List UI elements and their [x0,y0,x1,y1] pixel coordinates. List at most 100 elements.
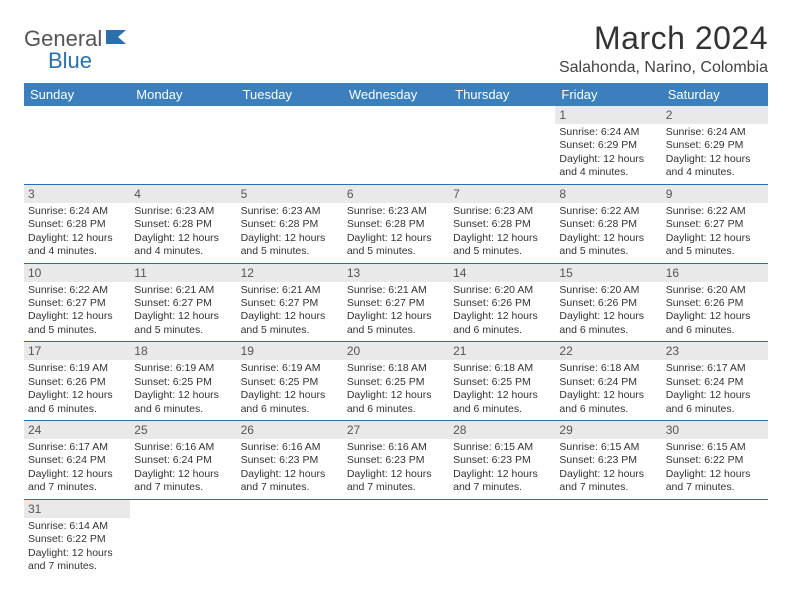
calendar-cell: 28Sunrise: 6:15 AMSunset: 6:23 PMDayligh… [449,421,555,500]
day-number: 15 [555,264,661,282]
flag-icon [104,26,130,52]
day-body: Sunrise: 6:23 AMSunset: 6:28 PMDaylight:… [130,203,236,263]
day-body: Sunrise: 6:15 AMSunset: 6:22 PMDaylight:… [662,439,768,499]
calendar-cell: 14Sunrise: 6:20 AMSunset: 6:26 PMDayligh… [449,263,555,342]
day-number: 21 [449,342,555,360]
calendar-cell: 18Sunrise: 6:19 AMSunset: 6:25 PMDayligh… [130,342,236,421]
day-body: Sunrise: 6:23 AMSunset: 6:28 PMDaylight:… [343,203,449,263]
day-body: Sunrise: 6:17 AMSunset: 6:24 PMDaylight:… [24,439,130,499]
location: Salahonda, Narino, Colombia [559,59,768,77]
calendar-cell [555,499,661,577]
calendar-cell [24,106,130,184]
day-number: 26 [237,421,343,439]
month-title: March 2024 [559,20,768,57]
day-number: 2 [662,106,768,124]
calendar-cell: 2Sunrise: 6:24 AMSunset: 6:29 PMDaylight… [662,106,768,184]
day-number: 28 [449,421,555,439]
calendar-cell [343,106,449,184]
calendar-cell: 4Sunrise: 6:23 AMSunset: 6:28 PMDaylight… [130,184,236,263]
day-number: 7 [449,185,555,203]
day-body: Sunrise: 6:23 AMSunset: 6:28 PMDaylight:… [449,203,555,263]
day-body: Sunrise: 6:21 AMSunset: 6:27 PMDaylight:… [130,282,236,342]
calendar-cell: 1Sunrise: 6:24 AMSunset: 6:29 PMDaylight… [555,106,661,184]
day-header: Wednesday [343,83,449,106]
day-body: Sunrise: 6:20 AMSunset: 6:26 PMDaylight:… [662,282,768,342]
logo-text-2: Blue [48,48,92,74]
day-body: Sunrise: 6:17 AMSunset: 6:24 PMDaylight:… [662,360,768,420]
calendar-row: 17Sunrise: 6:19 AMSunset: 6:26 PMDayligh… [24,342,768,421]
calendar-cell: 16Sunrise: 6:20 AMSunset: 6:26 PMDayligh… [662,263,768,342]
calendar-cell: 8Sunrise: 6:22 AMSunset: 6:28 PMDaylight… [555,184,661,263]
day-header-row: Sunday Monday Tuesday Wednesday Thursday… [24,83,768,106]
calendar-cell: 25Sunrise: 6:16 AMSunset: 6:24 PMDayligh… [130,421,236,500]
day-body: Sunrise: 6:20 AMSunset: 6:26 PMDaylight:… [449,282,555,342]
day-body: Sunrise: 6:21 AMSunset: 6:27 PMDaylight:… [237,282,343,342]
calendar-cell: 20Sunrise: 6:18 AMSunset: 6:25 PMDayligh… [343,342,449,421]
day-number: 10 [24,264,130,282]
calendar-cell [237,106,343,184]
day-number: 24 [24,421,130,439]
calendar-cell: 23Sunrise: 6:17 AMSunset: 6:24 PMDayligh… [662,342,768,421]
calendar-row: 31Sunrise: 6:14 AMSunset: 6:22 PMDayligh… [24,499,768,577]
day-body: Sunrise: 6:16 AMSunset: 6:24 PMDaylight:… [130,439,236,499]
day-body: Sunrise: 6:15 AMSunset: 6:23 PMDaylight:… [555,439,661,499]
day-number: 5 [237,185,343,203]
calendar-cell [237,499,343,577]
day-number: 25 [130,421,236,439]
day-number: 9 [662,185,768,203]
day-body: Sunrise: 6:15 AMSunset: 6:23 PMDaylight:… [449,439,555,499]
day-number: 31 [24,500,130,518]
day-header: Tuesday [237,83,343,106]
calendar-cell [662,499,768,577]
header: General March 2024 Salahonda, Narino, Co… [24,20,768,77]
day-number: 27 [343,421,449,439]
calendar-cell: 11Sunrise: 6:21 AMSunset: 6:27 PMDayligh… [130,263,236,342]
day-body: Sunrise: 6:20 AMSunset: 6:26 PMDaylight:… [555,282,661,342]
calendar-cell: 6Sunrise: 6:23 AMSunset: 6:28 PMDaylight… [343,184,449,263]
day-number: 6 [343,185,449,203]
day-number: 8 [555,185,661,203]
day-body: Sunrise: 6:19 AMSunset: 6:25 PMDaylight:… [237,360,343,420]
day-number: 29 [555,421,661,439]
day-number: 18 [130,342,236,360]
day-header: Monday [130,83,236,106]
calendar-cell [130,499,236,577]
calendar-table: Sunday Monday Tuesday Wednesday Thursday… [24,83,768,578]
day-body: Sunrise: 6:22 AMSunset: 6:27 PMDaylight:… [24,282,130,342]
calendar-row: 24Sunrise: 6:17 AMSunset: 6:24 PMDayligh… [24,421,768,500]
day-body: Sunrise: 6:18 AMSunset: 6:25 PMDaylight:… [343,360,449,420]
day-number: 30 [662,421,768,439]
day-body: Sunrise: 6:24 AMSunset: 6:29 PMDaylight:… [662,124,768,184]
day-body: Sunrise: 6:18 AMSunset: 6:24 PMDaylight:… [555,360,661,420]
day-number: 20 [343,342,449,360]
calendar-cell [343,499,449,577]
calendar-cell: 26Sunrise: 6:16 AMSunset: 6:23 PMDayligh… [237,421,343,500]
day-number: 12 [237,264,343,282]
day-header: Thursday [449,83,555,106]
calendar-cell: 31Sunrise: 6:14 AMSunset: 6:22 PMDayligh… [24,499,130,577]
day-body: Sunrise: 6:16 AMSunset: 6:23 PMDaylight:… [343,439,449,499]
day-number: 4 [130,185,236,203]
day-number: 16 [662,264,768,282]
day-body: Sunrise: 6:24 AMSunset: 6:29 PMDaylight:… [555,124,661,184]
day-number: 1 [555,106,661,124]
calendar-cell: 7Sunrise: 6:23 AMSunset: 6:28 PMDaylight… [449,184,555,263]
calendar-cell: 3Sunrise: 6:24 AMSunset: 6:28 PMDaylight… [24,184,130,263]
calendar-cell: 13Sunrise: 6:21 AMSunset: 6:27 PMDayligh… [343,263,449,342]
calendar-cell: 9Sunrise: 6:22 AMSunset: 6:27 PMDaylight… [662,184,768,263]
day-number: 13 [343,264,449,282]
day-body: Sunrise: 6:16 AMSunset: 6:23 PMDaylight:… [237,439,343,499]
calendar-cell: 10Sunrise: 6:22 AMSunset: 6:27 PMDayligh… [24,263,130,342]
calendar-body: 1Sunrise: 6:24 AMSunset: 6:29 PMDaylight… [24,106,768,578]
calendar-cell: 24Sunrise: 6:17 AMSunset: 6:24 PMDayligh… [24,421,130,500]
calendar-cell: 12Sunrise: 6:21 AMSunset: 6:27 PMDayligh… [237,263,343,342]
calendar-cell [449,499,555,577]
day-number: 14 [449,264,555,282]
calendar-cell [130,106,236,184]
calendar-cell: 19Sunrise: 6:19 AMSunset: 6:25 PMDayligh… [237,342,343,421]
calendar-row: 3Sunrise: 6:24 AMSunset: 6:28 PMDaylight… [24,184,768,263]
day-body: Sunrise: 6:18 AMSunset: 6:25 PMDaylight:… [449,360,555,420]
calendar-cell [449,106,555,184]
day-body: Sunrise: 6:22 AMSunset: 6:28 PMDaylight:… [555,203,661,263]
calendar-cell: 17Sunrise: 6:19 AMSunset: 6:26 PMDayligh… [24,342,130,421]
